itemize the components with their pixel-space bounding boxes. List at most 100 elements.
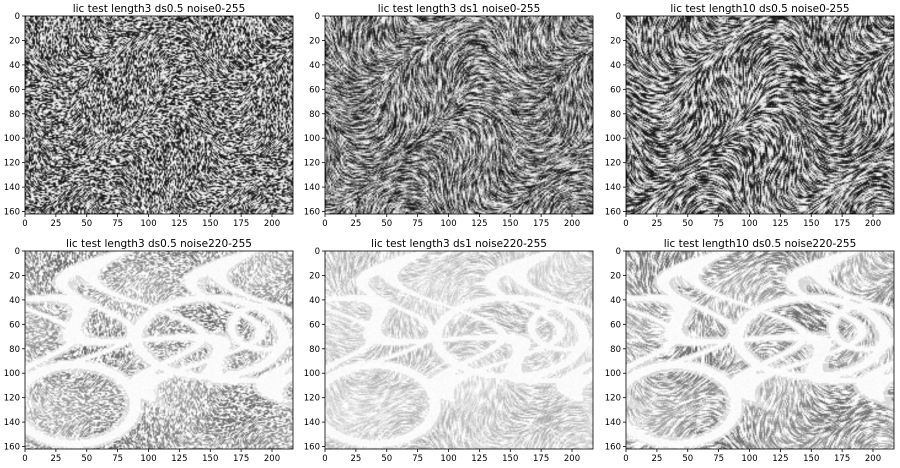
y-tick-label: 20 [610,36,621,46]
y-tick-label: 20 [9,271,20,281]
y-tick-label: 20 [309,271,320,281]
x-tick-label: 25 [651,219,662,229]
y-tick-label: 100 [304,369,320,379]
axes-frame [324,250,594,450]
y-tick-label: 0 [616,12,621,22]
x-tick-label: 0 [623,454,628,464]
lic-image [25,16,293,214]
x-tick-label: 0 [22,454,27,464]
y-tick-label: 20 [610,271,621,281]
x-tick-label: 0 [623,219,628,229]
x-tick-label: 200 [865,219,881,229]
x-tick-label: 200 [264,454,280,464]
y-tick-label: 120 [605,159,621,169]
x-tick-label: 25 [50,219,61,229]
lic-image [325,16,593,214]
x-tick-label: 100 [140,454,156,464]
x-tick-label: 125 [171,219,187,229]
x-tick-label: 200 [564,454,580,464]
axes-frame [625,250,895,450]
y-tick-label: 40 [309,296,320,306]
y-tick-label: 60 [610,320,621,330]
lic-image [25,251,293,449]
axes-frame [24,15,294,215]
x-tick-label: 75 [713,454,724,464]
x-tick-label: 175 [233,454,249,464]
x-tick-label: 0 [322,219,327,229]
x-tick-label: 50 [682,454,693,464]
x-tick-label: 125 [772,219,788,229]
y-tick-label: 160 [605,208,621,218]
y-tick-label: 80 [309,110,320,120]
x-tick-label: 50 [81,219,92,229]
x-tick-label: 100 [440,219,456,229]
axes-frame [24,250,294,450]
y-tick-label: 80 [309,345,320,355]
panel-title: lic test length3 ds0.5 noise0-255 [73,3,246,15]
y-tick-label: 0 [315,247,320,257]
y-tick-label: 0 [15,12,20,22]
y-tick-label: 80 [9,110,20,120]
y-tick-label: 40 [610,61,621,71]
panel-5: lic test length3 ds1 noise220-255 0 25 50 75… [304,238,594,464]
y-tick-label: 60 [9,320,20,330]
x-tick-label: 75 [112,454,123,464]
x-tick-label: 100 [140,219,156,229]
y-tick-label: 80 [610,345,621,355]
axes-frame [625,15,895,215]
x-tick-label: 0 [322,454,327,464]
x-tick-label: 175 [533,219,549,229]
y-tick-label: 80 [610,110,621,120]
y-tick-label: 120 [304,394,320,404]
y-tick-label: 100 [605,369,621,379]
y-tick-label: 60 [9,85,20,95]
y-tick-label: 100 [4,369,20,379]
panel-4: lic test length3 ds0.5 noise220-255 0 25 50… [4,238,294,464]
y-tick-label: 80 [9,345,20,355]
x-tick-label: 200 [264,219,280,229]
y-tick-label: 0 [315,12,320,22]
y-tick-label: 20 [309,36,320,46]
y-tick-label: 140 [605,418,621,428]
y-tick-label: 40 [309,61,320,71]
x-tick-label: 0 [22,219,27,229]
panel-1: lic test length3 ds0.5 noise0-255 0 25 50 75… [4,3,294,229]
panel-3: lic test length10 ds0.5 noise0-255 0 25 50 7… [605,3,895,229]
y-tick-label: 140 [304,183,320,193]
axes-frame [324,15,594,215]
y-tick-label: 100 [304,134,320,144]
y-tick-label: 140 [4,418,20,428]
x-tick-label: 75 [412,219,423,229]
y-tick-label: 160 [605,443,621,453]
y-tick-label: 60 [309,320,320,330]
x-tick-label: 100 [741,219,757,229]
y-tick-label: 120 [304,159,320,169]
x-tick-label: 25 [651,454,662,464]
y-tick-label: 160 [304,443,320,453]
y-tick-label: 140 [304,418,320,428]
x-tick-label: 175 [834,454,850,464]
x-tick-label: 125 [772,454,788,464]
y-tick-label: 100 [4,134,20,144]
x-tick-label: 50 [381,219,392,229]
x-tick-label: 175 [834,219,850,229]
x-tick-label: 50 [682,219,693,229]
x-tick-label: 200 [564,219,580,229]
x-tick-label: 150 [803,454,819,464]
x-tick-label: 75 [112,219,123,229]
lic-image [325,251,593,449]
x-tick-label: 25 [350,219,361,229]
panel-title: lic test length3 ds1 noise0-255 [378,3,541,15]
x-tick-label: 175 [233,219,249,229]
panel-title: lic test length3 ds0.5 noise220-255 [66,238,252,250]
lic-image [626,16,894,214]
y-tick-label: 140 [605,183,621,193]
y-tick-label: 60 [610,85,621,95]
x-tick-label: 125 [471,219,487,229]
x-tick-label: 125 [171,454,187,464]
lic-image [626,251,894,449]
x-tick-label: 150 [803,219,819,229]
x-tick-label: 75 [412,454,423,464]
x-tick-label: 50 [381,454,392,464]
